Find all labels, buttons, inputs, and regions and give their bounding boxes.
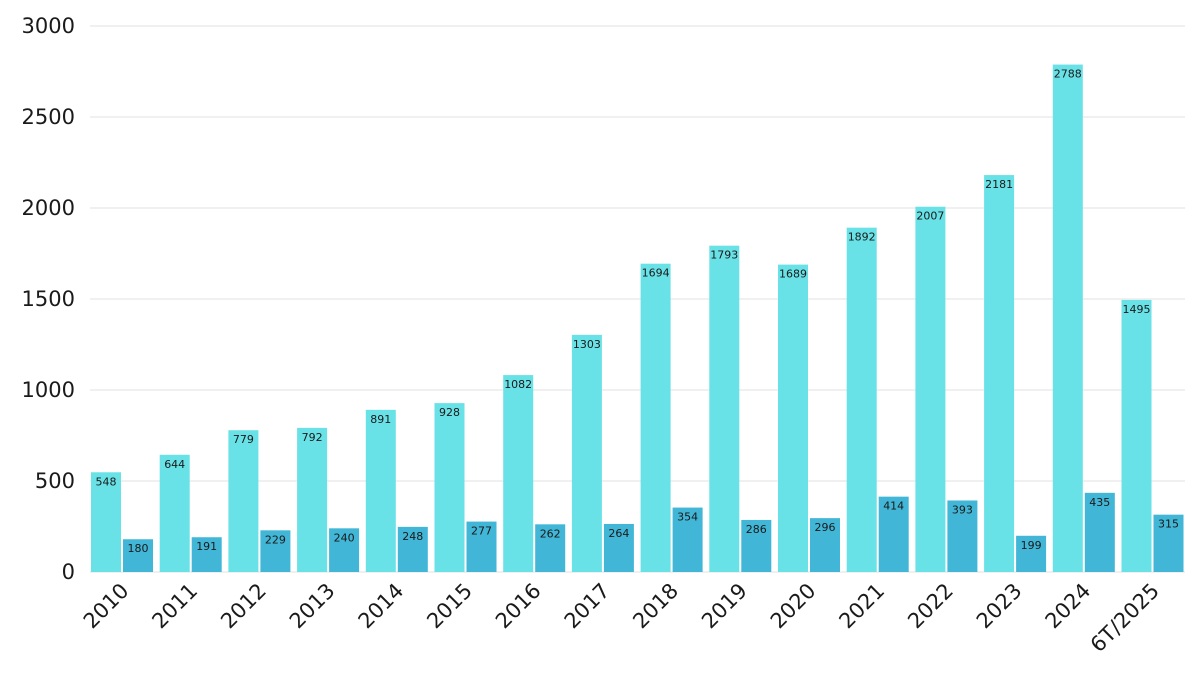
- x-tick-label: 2014: [354, 579, 409, 634]
- bar: [947, 500, 978, 572]
- bar: [1084, 492, 1115, 572]
- data-label: 779: [233, 433, 254, 446]
- bar: [191, 537, 222, 572]
- y-tick-label: 500: [35, 469, 75, 493]
- bar: [603, 523, 634, 572]
- data-label: 315: [1158, 518, 1179, 531]
- bar: [1016, 535, 1047, 572]
- bar: [878, 496, 909, 572]
- data-label: 229: [265, 533, 286, 546]
- data-labels: 548 180 644 191 779 229 792 240 891 248 928 277 1082…: [96, 68, 1180, 556]
- data-label: 2181: [985, 178, 1013, 191]
- data-label: 1303: [573, 338, 601, 351]
- data-label: 354: [677, 511, 698, 524]
- data-label: 248: [402, 530, 423, 543]
- data-label: 435: [1089, 496, 1110, 509]
- bar: [260, 530, 291, 572]
- bar: [810, 518, 840, 572]
- bar: [1153, 514, 1184, 572]
- data-label: 891: [370, 413, 391, 426]
- bar: [466, 521, 497, 572]
- data-label: 180: [128, 542, 149, 555]
- data-label: 792: [302, 431, 323, 444]
- y-tick-label: 1000: [22, 378, 75, 402]
- data-label: 1892: [848, 231, 876, 244]
- data-label: 191: [196, 540, 217, 553]
- data-label: 1694: [642, 267, 670, 280]
- x-tick-label: 2010: [79, 579, 134, 634]
- bar: [329, 528, 360, 572]
- y-tick-label: 2500: [22, 105, 75, 129]
- x-tick-label: 2022: [903, 579, 958, 634]
- data-label: 277: [471, 525, 492, 538]
- data-label: 240: [334, 531, 355, 544]
- bar: [571, 334, 602, 572]
- y-tick-label: 0: [62, 560, 75, 584]
- x-tick-label: 2017: [560, 579, 615, 634]
- bar: [434, 403, 465, 572]
- bar: [915, 206, 946, 572]
- x-tick-label: 2012: [216, 579, 271, 634]
- bar: [846, 227, 877, 572]
- x-tick-label: 2024: [1041, 579, 1096, 634]
- bar: [159, 454, 190, 572]
- data-label: 1689: [779, 268, 807, 281]
- y-tick-label: 1500: [22, 287, 75, 311]
- bar: [1121, 299, 1152, 572]
- data-label: 1793: [710, 249, 738, 262]
- y-axis: 0 500 1000 1500 2000 2500 3000: [22, 14, 75, 584]
- bars: [91, 64, 1184, 573]
- data-label: 1082: [504, 378, 532, 391]
- bar: [984, 175, 1015, 573]
- x-tick-label: 2021: [834, 579, 889, 634]
- bar: [640, 263, 671, 572]
- data-label: 2788: [1054, 68, 1082, 81]
- data-label: 414: [883, 500, 904, 513]
- bar: [709, 245, 740, 572]
- data-label: 548: [96, 475, 117, 488]
- data-label: 199: [1021, 539, 1042, 552]
- bar: [297, 427, 328, 572]
- x-axis: 2010 2011 2012 2013 2014 2015 2016 2017 2018 2019…: [79, 579, 1164, 657]
- y-tick-label: 3000: [22, 14, 75, 38]
- x-tick-label: 2013: [285, 579, 340, 634]
- bar: [778, 264, 808, 572]
- bar: [228, 430, 259, 572]
- data-label: 1495: [1123, 303, 1151, 316]
- data-label: 286: [746, 523, 767, 536]
- data-label: 264: [608, 527, 629, 540]
- bar: [123, 539, 153, 572]
- x-tick-label: 2011: [147, 579, 202, 634]
- y-tick-label: 2000: [22, 196, 75, 220]
- data-label: 644: [164, 458, 185, 471]
- bar: [397, 526, 428, 572]
- x-tick-label: 2015: [422, 579, 477, 634]
- data-label: 296: [815, 521, 836, 534]
- x-tick-label: 2019: [697, 579, 752, 634]
- bar: [365, 409, 396, 572]
- bar: [672, 507, 703, 572]
- bar: [1052, 64, 1083, 573]
- data-label: 393: [952, 503, 973, 516]
- bar: [535, 524, 566, 572]
- x-tick-label: 2018: [628, 579, 683, 634]
- data-label: 262: [540, 527, 561, 540]
- grid-lines: [90, 25, 1185, 573]
- x-tick-label: 6T/2025: [1086, 579, 1164, 657]
- data-label: 2007: [916, 210, 944, 223]
- x-tick-label: 2020: [766, 579, 821, 634]
- x-tick-label: 2023: [972, 579, 1027, 634]
- data-label: 928: [439, 406, 460, 419]
- x-tick-label: 2016: [491, 579, 546, 634]
- bar: [91, 472, 121, 572]
- bar: [503, 375, 534, 572]
- bar: [741, 519, 772, 572]
